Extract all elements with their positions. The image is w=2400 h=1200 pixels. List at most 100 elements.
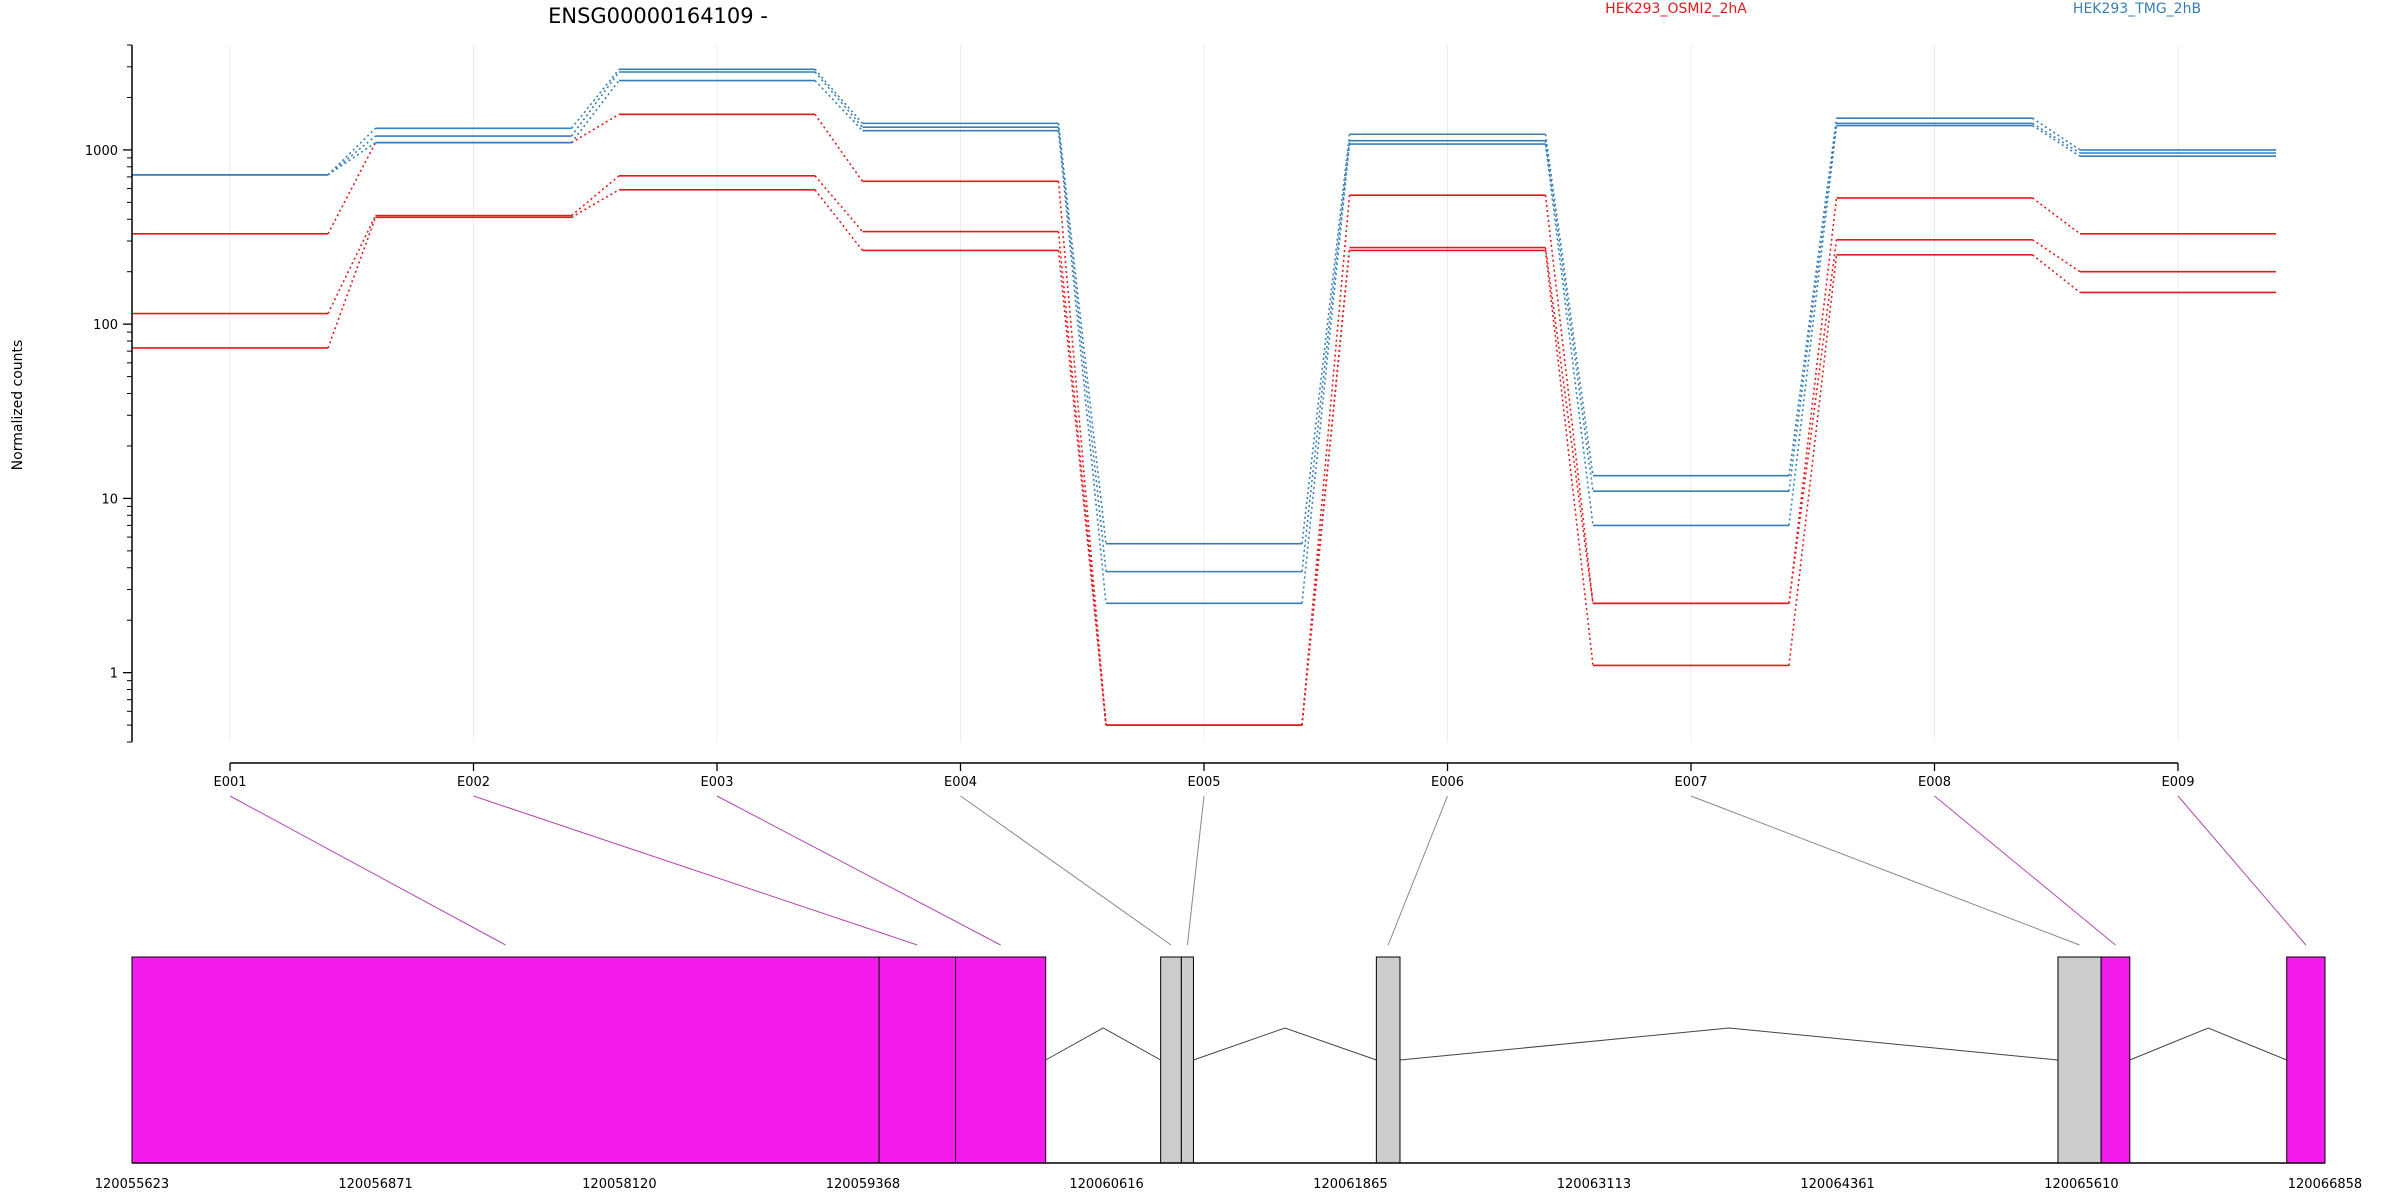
intron-line <box>1399 1027 2059 1061</box>
data-connector <box>1301 144 1351 604</box>
exon-box <box>1180 956 1194 1164</box>
data-connector <box>814 175 864 233</box>
data-connector <box>1544 250 1594 666</box>
data-connector <box>327 135 377 176</box>
data-connector <box>1301 140 1351 572</box>
series-1 <box>132 175 2276 726</box>
x-tick-label: E002 <box>457 775 490 790</box>
data-connector <box>814 189 864 251</box>
x-tick-label: E001 <box>213 775 246 790</box>
data-connector <box>1788 239 1838 604</box>
data-connector <box>1788 254 1838 666</box>
x-tick-label: E009 <box>2161 775 2194 790</box>
y-tick-label: 100 <box>93 318 118 333</box>
data-connector <box>2032 254 2081 294</box>
exon-connector <box>473 795 918 946</box>
exon-box <box>2286 956 2326 1164</box>
series-lines <box>132 68 2276 726</box>
data-connector <box>1301 134 1351 544</box>
intron-line <box>1193 1027 1377 1061</box>
x-tick-label: E005 <box>1187 775 1220 790</box>
data-connector <box>1544 140 1594 492</box>
genome-tick-label: 120056871 <box>338 1177 412 1192</box>
data-connector <box>570 175 620 217</box>
intron-line <box>1045 1027 1161 1061</box>
data-connector <box>814 113 864 182</box>
y-tick-label: 1000 <box>85 144 118 159</box>
exon-box <box>2057 956 2102 1164</box>
data-connector <box>2032 197 2081 235</box>
exon-box <box>1375 956 1401 1164</box>
x-tick-label: E004 <box>944 775 977 790</box>
data-connector <box>571 113 620 144</box>
genome-tick-label: 120055623 <box>95 1177 169 1192</box>
intron-line <box>2129 1027 2287 1061</box>
exon-connector <box>1387 795 1448 946</box>
data-connector <box>2032 117 2081 151</box>
series-2 <box>132 189 2276 726</box>
data-connector <box>1788 123 1838 492</box>
genome-tick-label: 120059368 <box>826 1177 900 1192</box>
genome-tick-label: 120058120 <box>582 1177 656 1192</box>
data-connector <box>1544 143 1594 526</box>
y-tick-label: 10 <box>101 492 118 507</box>
data-connector <box>1301 195 1351 726</box>
x-tick-label: E003 <box>700 775 733 790</box>
x-tick-label: E006 <box>1431 775 1464 790</box>
data-connector <box>1057 130 1107 604</box>
x-tick-label: E007 <box>1674 775 1707 790</box>
data-connector <box>327 142 377 235</box>
exon-connector <box>960 795 1172 946</box>
data-connector <box>1788 125 1838 526</box>
data-connector <box>1057 123 1107 544</box>
data-connector <box>571 189 620 219</box>
data-connector <box>327 215 377 314</box>
exon-connectors <box>229 795 2307 946</box>
data-connector <box>2032 122 2081 154</box>
data-connector <box>1544 134 1594 476</box>
data-connector <box>570 71 620 137</box>
data-connector <box>1544 195 1594 604</box>
legend-entry-osmi2: HEK293_OSMI2_2hA <box>1605 1 1747 17</box>
axes: 1 10 100 1000 E001 E002 E003 E004 E005 E006 E007 E0… <box>85 44 2195 790</box>
y-axis-label: Normalized counts <box>10 340 26 471</box>
gene-model: 120055623 120056871 120058120 120059368 1200… <box>95 956 2362 1192</box>
data-connector <box>2032 239 2081 273</box>
exon-box <box>1160 956 1182 1164</box>
data-connector <box>1057 127 1107 572</box>
data-connector <box>814 71 864 128</box>
data-connector <box>570 80 620 144</box>
y-tick-label: 1 <box>110 667 118 682</box>
genome-tick-label: 120061865 <box>1313 1177 1387 1192</box>
genome-tick-label: 120063113 <box>1557 1177 1631 1192</box>
data-connector <box>1057 181 1107 726</box>
grid-lines <box>229 45 2179 742</box>
exon-box <box>131 956 880 1164</box>
data-connector <box>1057 231 1107 726</box>
chart-title: ENSG00000164109 - <box>548 4 768 28</box>
x-tick-label: E008 <box>1918 775 1951 790</box>
data-connector <box>327 217 377 349</box>
genome-tick-label: 120065610 <box>2044 1177 2118 1192</box>
exon-connector <box>1934 795 2116 946</box>
data-connector <box>327 142 376 176</box>
exon-connector <box>716 795 1001 946</box>
series-3 <box>132 68 2276 545</box>
data-connector <box>814 68 864 124</box>
data-connector <box>814 80 864 132</box>
exon-connector <box>1690 795 2080 946</box>
exon-box <box>2100 956 2131 1164</box>
data-connector <box>1057 250 1107 726</box>
data-connector <box>327 127 377 176</box>
data-connector <box>1788 197 1838 604</box>
exon-connector <box>229 795 506 946</box>
exon-connector <box>1186 795 1205 946</box>
exon-box <box>955 956 1047 1164</box>
data-connector <box>1544 247 1594 604</box>
legend-entry-tmg: HEK293_TMG_2hB <box>2073 1 2201 17</box>
genome-tick-label: 120066858 <box>2288 1177 2362 1192</box>
exon-connector <box>2177 795 2307 946</box>
genome-tick-label: 120060616 <box>1069 1177 1143 1192</box>
data-connector <box>2032 124 2081 157</box>
